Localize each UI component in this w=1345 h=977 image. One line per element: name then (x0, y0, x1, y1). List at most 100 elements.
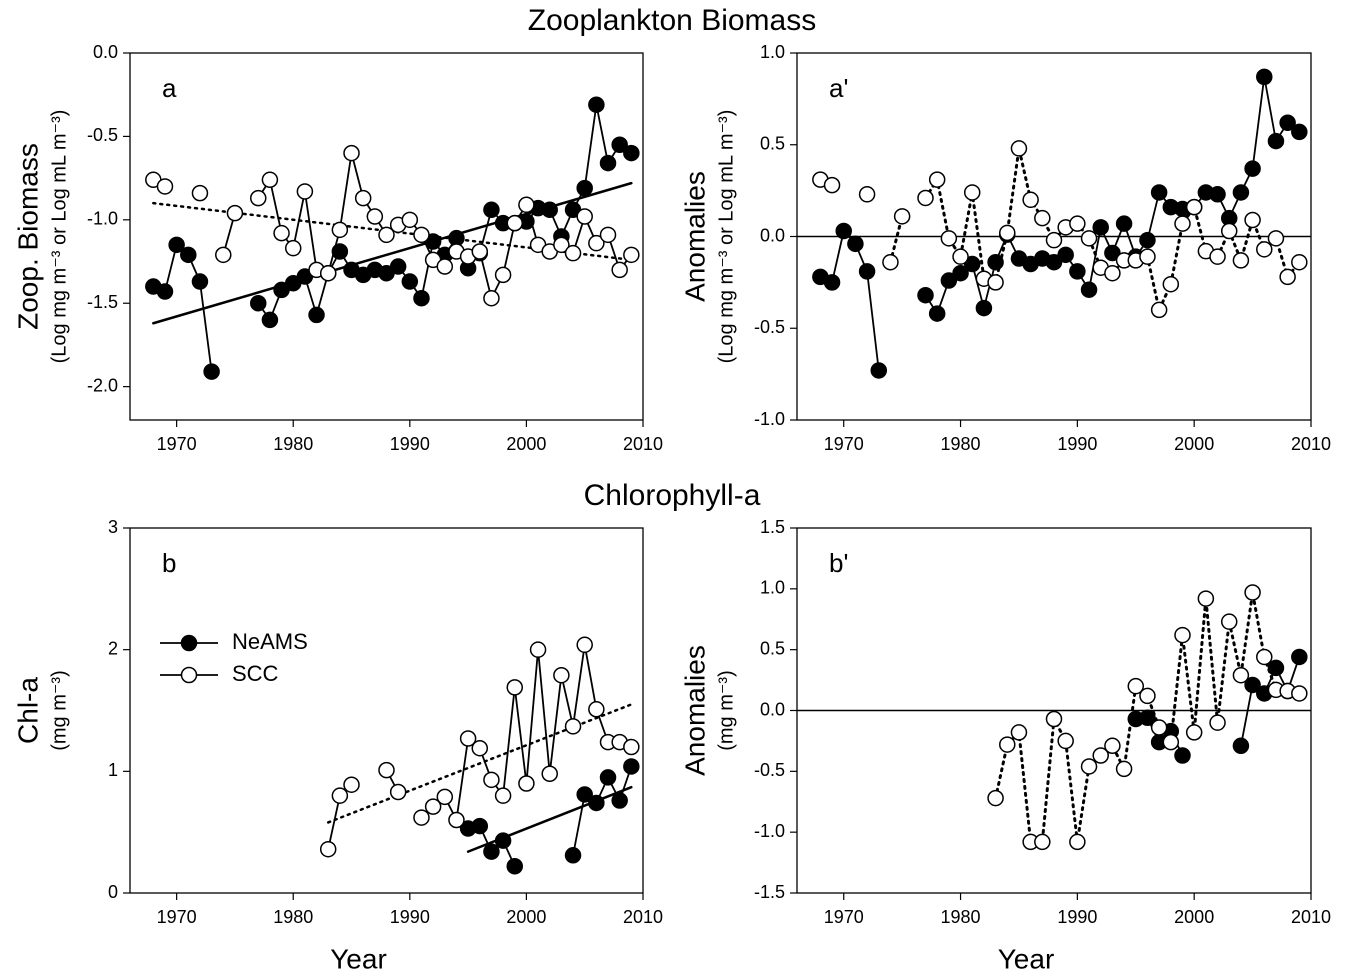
x-tick-label: 2010 (623, 907, 663, 927)
data-point (226, 204, 244, 222)
data-point (1267, 230, 1285, 247)
data-point (1069, 215, 1086, 232)
data-point (1080, 230, 1098, 247)
data-point (847, 235, 864, 253)
data-point (401, 273, 419, 290)
data-point (564, 847, 582, 864)
x-tick-label: 2000 (1174, 434, 1214, 454)
data-point (354, 189, 372, 207)
data-point (471, 243, 489, 260)
data-point (917, 189, 934, 207)
data-point (261, 311, 279, 329)
section-title: Chlorophyll-a (584, 479, 761, 512)
y-tick-label: 1.5 (760, 517, 785, 537)
data-point (1162, 733, 1180, 751)
data-point (1139, 687, 1156, 705)
legend-marker (180, 666, 198, 684)
y-tick-label: 2 (108, 638, 118, 658)
data-point (1279, 114, 1296, 131)
data-point (319, 840, 337, 858)
data-point (1185, 724, 1203, 741)
y-tick-label: -1.5 (754, 882, 785, 902)
data-point (1174, 215, 1191, 232)
series-line (819, 229, 880, 372)
plot-frame (129, 52, 644, 421)
data-point (308, 306, 325, 324)
panel-label: a' (829, 73, 848, 103)
data-point (413, 289, 430, 307)
data-point (1174, 747, 1191, 764)
x-tick-label: 2000 (506, 434, 546, 454)
data-point (215, 246, 232, 264)
data-point (413, 226, 430, 244)
y-tick-label: 1 (108, 760, 118, 780)
data-point (1291, 685, 1308, 702)
data-point (1244, 584, 1261, 601)
data-point (1256, 241, 1273, 258)
x-tick-label: 1980 (941, 434, 981, 454)
data-point (823, 176, 841, 194)
y-tick-label: 0.0 (760, 225, 785, 245)
y-axis-units: (Log mg m⁻³ or Log mL m⁻³) (715, 110, 737, 364)
data-point (940, 272, 958, 289)
section-title: Zooplankton Biomass (528, 4, 817, 37)
data-point (599, 154, 617, 172)
data-point (1279, 268, 1296, 286)
data-point (250, 189, 267, 207)
data-point (494, 832, 512, 849)
data-point (553, 236, 570, 254)
data-point (156, 283, 174, 300)
y-axis-units: (Log mg m⁻³ or Log mL m⁻³) (48, 110, 70, 364)
data-point (1104, 737, 1121, 755)
data-point (1150, 301, 1168, 319)
data-point (284, 239, 302, 257)
data-point (1150, 719, 1168, 736)
data-point (389, 783, 407, 801)
data-point (553, 666, 570, 684)
data-point (191, 184, 209, 202)
data-point (999, 224, 1016, 242)
x-tick-label: 1970 (824, 907, 864, 927)
data-point (506, 214, 523, 232)
y-tick-label: 0.5 (760, 638, 785, 658)
data-point (999, 736, 1016, 753)
data-point (1267, 659, 1285, 677)
y-axis-label: Zoop. Biomass (12, 143, 43, 330)
data-point (1244, 160, 1261, 177)
y-tick-label: -1.0 (87, 209, 118, 229)
data-point (987, 789, 1004, 807)
data-point (331, 787, 349, 804)
x-tick-label: 1980 (273, 907, 313, 927)
panel-label: b' (829, 548, 848, 578)
trend-line (466, 785, 633, 853)
data-point (1232, 252, 1250, 269)
data-point (518, 196, 535, 214)
data-point (823, 274, 841, 291)
data-point (1010, 724, 1028, 741)
data-point (1115, 215, 1133, 232)
data-point (1080, 281, 1098, 298)
data-point (1232, 666, 1250, 684)
data-point (518, 775, 535, 792)
data-point (576, 208, 593, 225)
data-point (893, 208, 911, 225)
data-point (541, 201, 558, 219)
y-tick-label: -1.0 (754, 821, 785, 841)
data-point (1197, 590, 1215, 607)
data-point (1267, 132, 1285, 150)
y-axis-label: Chl-a (12, 677, 43, 744)
y-tick-label: 0.0 (760, 699, 785, 719)
data-point (471, 739, 489, 757)
data-point (448, 811, 465, 829)
data-point (870, 362, 888, 379)
panel: -1.5 -1.0 -0.5 0.0 0.5 1.0 1.5 1970 1980 1990 2000… (679, 517, 1331, 975)
data-point (588, 96, 605, 113)
y-tick-label: -1.5 (87, 292, 118, 312)
y-tick-label: 1.0 (760, 578, 785, 598)
data-point (1104, 244, 1121, 262)
data-point (623, 246, 640, 264)
data-point (1115, 760, 1133, 778)
panel: Zooplankton Biomass -2.0 -1.5 -1.0 -0.5 0.0 19… (12, 4, 816, 454)
y-tick-label: 1.0 (760, 42, 785, 62)
data-point (588, 794, 605, 812)
